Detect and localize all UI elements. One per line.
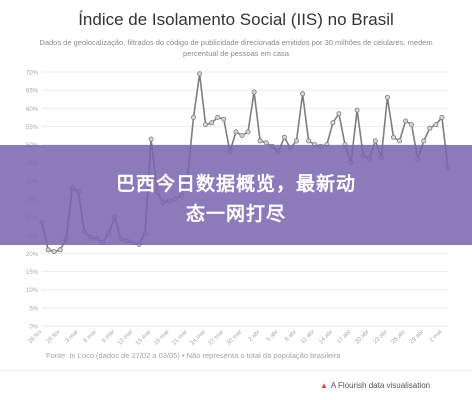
- data-point: [427, 125, 433, 131]
- data-point: [372, 138, 378, 144]
- data-point: [403, 118, 409, 124]
- x-tick-label: 12 mar: [117, 329, 134, 346]
- data-point: [190, 114, 196, 120]
- credit-label: A Flourish data visualisation: [330, 381, 431, 390]
- chart-subtitle: Dados de geolocalização, filtrados do có…: [39, 38, 433, 58]
- chart-title: Índice de Isolamento Social (IIS) no Bra…: [78, 10, 394, 29]
- flourish-credit[interactable]: ▲ A Flourish data visualisation: [320, 381, 430, 390]
- y-tick-label: 10%: [26, 288, 39, 294]
- data-point: [281, 134, 287, 140]
- footer-divider: [0, 370, 472, 371]
- x-tick-label: 30 mar: [226, 329, 243, 346]
- x-tick-label: 26 abr: [391, 329, 407, 345]
- x-tick-label: 20 abr: [354, 329, 370, 345]
- x-tick-label: 21 mar: [171, 329, 188, 346]
- y-tick-label: 65%: [26, 89, 39, 95]
- x-tick-label: 17 abr: [336, 329, 352, 345]
- x-tick-label: 23 abr: [373, 329, 389, 345]
- x-tick-label: 6 mar: [83, 329, 98, 344]
- data-point: [263, 140, 269, 146]
- overlay-banner: [0, 145, 472, 245]
- data-point: [293, 138, 299, 144]
- x-tick-label: 24 mar: [190, 329, 207, 346]
- x-tick-label: 5 abr: [266, 329, 280, 343]
- overlay-headline: 巴西今日数据概览，最新动 态一网打尽: [0, 170, 472, 230]
- data-point: [433, 122, 439, 128]
- y-tick-label: 70%: [26, 71, 39, 77]
- y-tick-label: 15%: [26, 270, 39, 276]
- y-tick-label: 0%: [29, 325, 38, 331]
- data-point: [384, 94, 390, 100]
- x-tick-label: 18 mar: [153, 329, 170, 346]
- x-tick-label: 14 abr: [318, 329, 334, 345]
- data-point: [330, 120, 336, 126]
- x-tick-label: 2 abr: [248, 329, 262, 343]
- y-tick-label: 60%: [26, 107, 39, 113]
- data-point: [215, 114, 221, 120]
- x-tick-label: 29 fev: [46, 329, 62, 345]
- data-point: [51, 249, 57, 255]
- data-point: [57, 247, 63, 253]
- flourish-logo-icon: ▲: [320, 381, 328, 390]
- data-point: [209, 120, 215, 126]
- data-point: [239, 132, 245, 138]
- data-point: [390, 134, 396, 140]
- x-tick-label: 27 mar: [208, 329, 225, 346]
- y-tick-label: 55%: [26, 125, 39, 131]
- data-point: [45, 247, 51, 253]
- data-point: [233, 129, 239, 135]
- data-point: [354, 107, 360, 113]
- data-point: [300, 91, 306, 97]
- data-point: [257, 138, 263, 144]
- overlay-line-2: 态一网打尽: [185, 204, 286, 225]
- data-point: [409, 122, 415, 128]
- data-point: [336, 111, 342, 117]
- x-tick-label: 26 fev: [28, 329, 44, 345]
- x-tick-label: 3 mar: [65, 329, 80, 344]
- data-point: [245, 129, 251, 135]
- data-point: [203, 122, 209, 128]
- data-point: [306, 138, 312, 144]
- data-point: [221, 116, 227, 122]
- x-tick-label: 2 mai: [429, 329, 444, 344]
- x-tick-label: 15 mar: [135, 329, 152, 346]
- x-tick-label: 9 mar: [101, 329, 116, 344]
- overlay-line-1: 巴西今日数据概览，最新动: [115, 174, 356, 195]
- data-point: [197, 71, 203, 77]
- data-point: [396, 138, 402, 144]
- x-tick-label: 8 abr: [284, 329, 298, 343]
- source-note: Fonte: In Loco (dados de 27/02 a 03/05) …: [46, 351, 341, 360]
- data-point: [148, 136, 154, 142]
- data-point: [251, 89, 257, 95]
- y-tick-label: 20%: [26, 252, 39, 258]
- data-point: [439, 114, 445, 120]
- x-tick-label: 29 abr: [409, 329, 425, 345]
- x-tick-label: 11 abr: [300, 329, 316, 345]
- y-tick-label: 5%: [29, 306, 38, 312]
- data-point: [421, 138, 427, 144]
